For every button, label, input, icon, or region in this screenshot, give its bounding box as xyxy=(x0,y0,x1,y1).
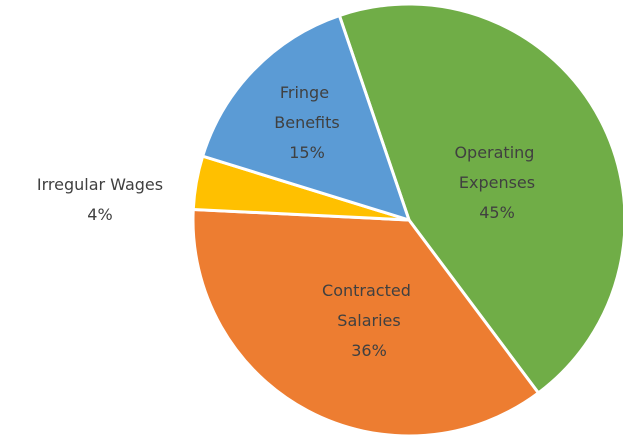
slice-label: Contracted Salaries xyxy=(322,281,416,330)
slice-label: Irregular Wages xyxy=(37,175,163,194)
label-line: Expenses xyxy=(459,173,535,192)
label-line: Operating xyxy=(454,143,539,162)
value-label: 4% xyxy=(87,205,112,224)
pie-slice xyxy=(191,207,541,438)
label-line: Fringe xyxy=(280,83,334,102)
label-line: Irregular Wages xyxy=(37,175,163,194)
pie-slice xyxy=(337,2,623,396)
label-line: Contracted xyxy=(322,281,416,300)
label-line: Benefits xyxy=(274,113,340,132)
value-label: 36% xyxy=(351,341,387,360)
slice-label: Fringe Benefits xyxy=(274,83,340,132)
value-label: 45% xyxy=(479,203,515,222)
pie-slice xyxy=(200,13,412,223)
label-line: Salaries xyxy=(337,311,400,330)
slice-label: Operating Expenses xyxy=(454,143,539,192)
value-label: 15% xyxy=(289,143,325,162)
